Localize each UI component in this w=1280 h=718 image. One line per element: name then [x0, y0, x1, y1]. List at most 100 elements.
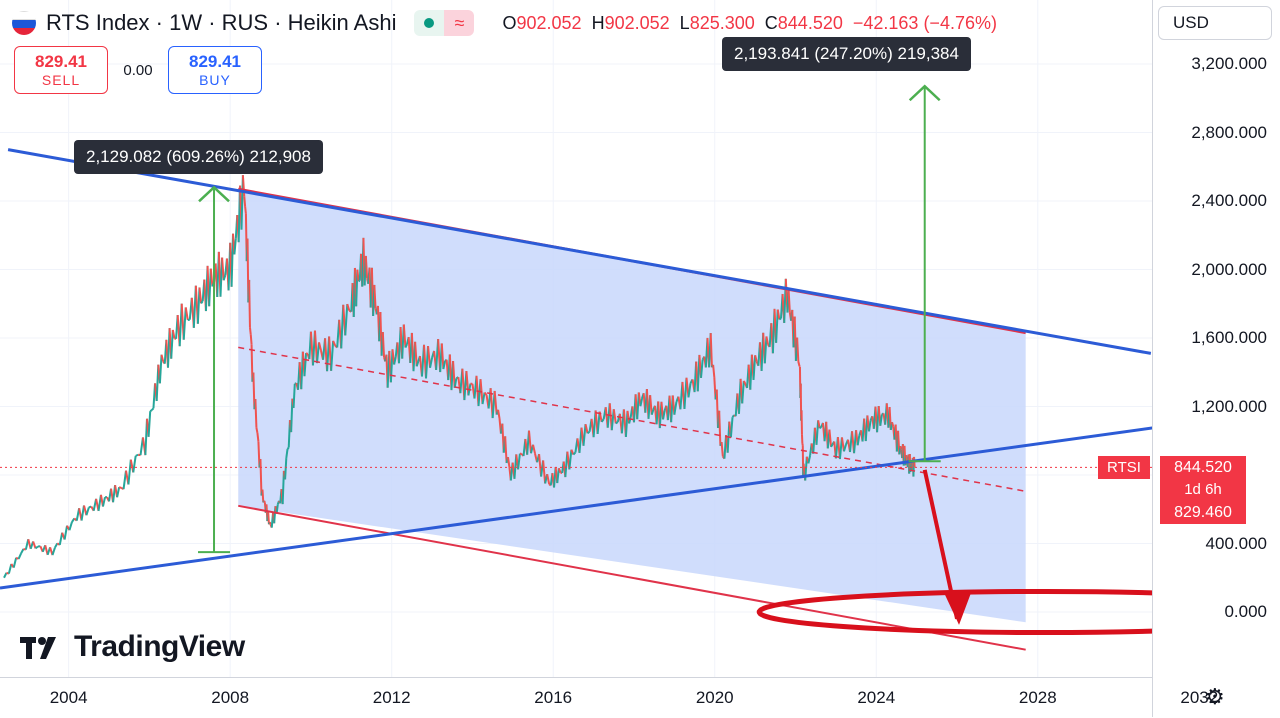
- time-axis-tick: 2028: [1019, 688, 1057, 708]
- price-candle: [508, 457, 509, 467]
- price-candle: [831, 444, 833, 447]
- wave-icon[interactable]: ≈: [444, 10, 474, 36]
- market-open-icon[interactable]: [414, 10, 444, 36]
- chart-settings-icon[interactable]: ⚙: [1205, 684, 1225, 710]
- price-chart[interactable]: [0, 0, 1152, 677]
- price-candle: [133, 456, 135, 473]
- price-candle: [245, 206, 246, 213]
- price-candle: [250, 327, 251, 334]
- price-candle: [505, 436, 506, 463]
- price-candle: [798, 362, 799, 367]
- measure-tooltip-right: 2,193.841 (247.20%) 219,384: [722, 37, 971, 71]
- price-candle: [33, 541, 35, 548]
- change-value: −42.163 (−4.76%): [853, 13, 997, 33]
- russia-flag-icon: [12, 11, 36, 35]
- price-candle: [14, 558, 16, 568]
- price-candle: [713, 365, 714, 378]
- price-candle: [243, 175, 244, 196]
- price-candle: [251, 335, 252, 345]
- close-value: 844.520: [778, 13, 843, 33]
- price-candle: [9, 564, 11, 574]
- price-candle: [119, 487, 121, 488]
- price-candle: [150, 410, 152, 411]
- price-candle: [260, 459, 261, 496]
- price-candle: [820, 427, 822, 428]
- price-candle: [294, 384, 295, 408]
- price-candle: [128, 460, 130, 485]
- trade-panel: 829.41 SELL 0.00 829.41 BUY: [14, 46, 262, 94]
- price-candle: [359, 281, 360, 282]
- symbol-title[interactable]: RTS Index · 1W · RUS · Heikin Ashi: [46, 10, 396, 36]
- symbol-header: RTS Index · 1W · RUS · Heikin Ashi ≈ O90…: [12, 6, 997, 40]
- price-candle: [789, 290, 790, 312]
- price-candle: [103, 497, 105, 506]
- price-candle: [244, 197, 245, 207]
- open-value: 902.052: [516, 13, 581, 33]
- price-candle: [306, 353, 308, 354]
- logo-text: TradingView: [74, 630, 245, 664]
- low-value: 825.300: [690, 13, 755, 33]
- price-candle: [52, 548, 54, 555]
- price-candle: [4, 573, 6, 578]
- price-candle: [117, 487, 119, 497]
- price-axis-tick: 1,200.000: [1191, 397, 1267, 417]
- chart-area[interactable]: [0, 0, 1152, 677]
- price-candle: [383, 332, 384, 357]
- channel-fill: [238, 189, 1025, 622]
- price-candle: [136, 455, 138, 456]
- price-candle: [69, 522, 71, 530]
- buy-button[interactable]: 829.41 BUY: [168, 46, 262, 94]
- price-candle: [366, 256, 367, 278]
- price-candle: [65, 526, 67, 540]
- price-candle: [374, 285, 375, 308]
- price-candle: [171, 330, 173, 359]
- price-candle: [722, 442, 723, 456]
- currency-label: USD: [1173, 13, 1209, 33]
- spread-value: 0.00: [122, 62, 154, 79]
- measure-tooltip-left: 2,129.082 (609.26%) 212,908: [74, 140, 323, 174]
- sell-button[interactable]: 829.41 SELL: [14, 46, 108, 94]
- price-axis-tick: 1,600.000: [1191, 328, 1267, 348]
- price-axis-tick: 2,400.000: [1191, 191, 1267, 211]
- price-candle: [264, 501, 265, 503]
- price-candle: [149, 411, 151, 437]
- price-axis-tick: 3,200.000: [1191, 54, 1267, 74]
- price-candle: [234, 239, 235, 255]
- price-candle: [357, 270, 358, 282]
- price-candle: [900, 446, 901, 449]
- price-candle: [257, 433, 258, 442]
- time-axis-tick: 2008: [211, 688, 249, 708]
- price-candle: [286, 449, 287, 458]
- symbol-tag: RTSI: [1098, 456, 1150, 479]
- price-candle: [152, 408, 154, 410]
- price-candle: [184, 307, 186, 339]
- tradingview-logo-icon: [20, 633, 66, 661]
- tradingview-logo[interactable]: TradingView: [20, 630, 245, 664]
- price-candle: [160, 355, 162, 384]
- price-candle: [19, 554, 21, 559]
- bid-price-label: 829.460: [1160, 501, 1246, 524]
- price-candle: [256, 428, 257, 433]
- price-candle: [616, 422, 618, 424]
- price-candle: [892, 422, 893, 426]
- price-axis-tick: 400.000: [1206, 534, 1267, 554]
- price-candle: [906, 455, 907, 459]
- currency-selector[interactable]: USD: [1158, 6, 1272, 40]
- price-candle: [711, 333, 712, 367]
- time-axis-tick: 2004: [50, 688, 88, 708]
- price-candle: [744, 381, 746, 384]
- price-candle: [249, 280, 250, 327]
- price-axis-tick: 2,000.000: [1191, 260, 1267, 280]
- status-badges: ≈: [414, 10, 474, 36]
- price-candle: [797, 338, 798, 362]
- price-candle: [201, 301, 203, 303]
- price-candle: [498, 410, 499, 419]
- price-candle: [779, 319, 781, 320]
- price-candle: [719, 411, 720, 446]
- price-candle: [288, 448, 289, 449]
- time-axis-tick: 2012: [373, 688, 411, 708]
- countdown-label: 1d 6h: [1160, 479, 1246, 501]
- price-candle: [285, 458, 286, 479]
